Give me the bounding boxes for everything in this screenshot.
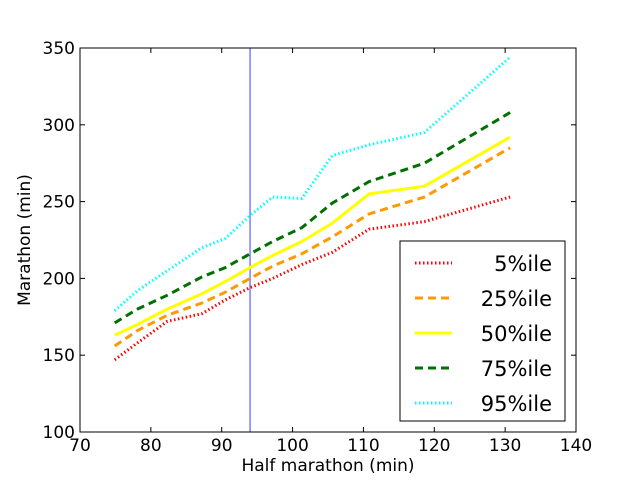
plot-series <box>113 48 512 432</box>
plot-frame <box>79 47 577 433</box>
axis-ticks: 70 80 90 100 110 120 130 140 100 150 200 250 300 350 <box>43 39 593 456</box>
y-tick-label: 250 <box>43 193 75 213</box>
series-line-75-percentile <box>113 111 511 325</box>
x-tick-label: 110 <box>347 436 379 456</box>
legend-label-5-percentile: 5%ile <box>494 252 552 276</box>
series-line-25-percentile <box>113 146 511 348</box>
x-axis-label: Half marathon (min) <box>241 456 414 476</box>
y-tick-label: 300 <box>43 116 75 136</box>
legend: 5%ile 25%ile 50%ile 75%ile 95%ile <box>399 240 566 422</box>
x-tick-label: 80 <box>140 436 162 456</box>
legend-label-95-percentile: 95%ile <box>481 392 552 416</box>
y-tick-label: 150 <box>43 346 75 366</box>
y-tick-label: 200 <box>43 269 75 289</box>
x-tick-label: 140 <box>560 436 592 456</box>
x-tick-label: 100 <box>276 436 308 456</box>
y-tick-label: 100 <box>43 423 75 443</box>
legend-label-25-percentile: 25%ile <box>481 287 552 311</box>
series-line-50-percentile <box>114 135 511 337</box>
y-tick-label: 350 <box>43 39 75 59</box>
x-tick-label: 130 <box>489 436 521 456</box>
legend-label-75-percentile: 75%ile <box>481 357 552 381</box>
y-axis-label: Marathon (min) <box>15 174 35 306</box>
x-tick-label: 120 <box>418 436 450 456</box>
legend-box <box>399 240 566 422</box>
x-tick-label: 70 <box>69 436 91 456</box>
x-tick-label: 90 <box>211 436 233 456</box>
series-line-95-percentile <box>113 56 512 312</box>
legend-label-50-percentile: 50%ile <box>481 322 552 346</box>
